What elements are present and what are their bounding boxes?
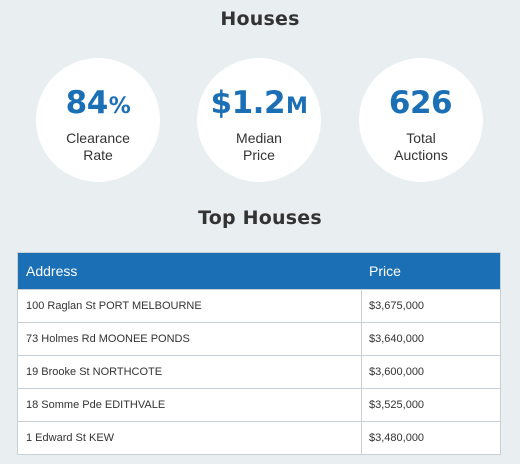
median-price-label: Median Price (197, 130, 321, 164)
column-divider (361, 290, 362, 322)
total-auctions-label: Total Auctions (359, 130, 483, 164)
price-cell: $3,525,000 (369, 399, 425, 411)
clearance-rate-number: 84 (65, 85, 109, 121)
address-cell: 19 Brooke St NORTHCOTE (26, 366, 163, 378)
total-auctions-number: 626 (388, 85, 453, 121)
median-price-value: $1.2M (197, 86, 321, 124)
address-cell: 18 Somme Pde EDITHVALE (26, 399, 166, 411)
table-row: 19 Brooke St NORTHCOTE $3,600,000 (18, 355, 500, 388)
median-price-label-line1: Median (236, 130, 282, 146)
address-cell: 100 Raglan St PORT MELBOURNE (26, 300, 202, 312)
clearance-rate-unit: % (108, 94, 131, 119)
table-row: 18 Somme Pde EDITHVALE $3,525,000 (18, 388, 500, 421)
clearance-rate-stat: 84% Clearance Rate (36, 58, 160, 182)
column-divider (361, 422, 362, 454)
price-column-header: Price (369, 263, 401, 279)
clearance-rate-label: Clearance Rate (36, 130, 160, 164)
median-price-unit: M (286, 94, 308, 119)
total-auctions-stat: 626 Total Auctions (359, 58, 483, 182)
top-houses-title: Top Houses (198, 207, 322, 229)
clearance-rate-label-line2: Rate (83, 147, 113, 163)
clearance-rate-value: 84% (36, 86, 160, 124)
table-row: 100 Raglan St PORT MELBOURNE $3,675,000 (18, 289, 500, 322)
total-auctions-label-line2: Auctions (394, 147, 448, 163)
houses-title: Houses (220, 8, 300, 30)
table-header: Address Price (18, 253, 500, 289)
clearance-rate-label-line1: Clearance (66, 130, 130, 146)
total-auctions-value: 626 (359, 86, 483, 124)
median-price-label-line2: Price (243, 147, 275, 163)
address-cell: 1 Edward St KEW (26, 432, 115, 444)
column-divider (361, 323, 362, 355)
price-cell: $3,675,000 (369, 300, 425, 312)
price-cell: $3,640,000 (369, 333, 425, 345)
top-houses-table: Address Price 100 Raglan St PORT MELBOUR… (17, 252, 501, 455)
median-price-stat: $1.2M Median Price (197, 58, 321, 182)
column-divider (361, 356, 362, 388)
address-cell: 73 Holmes Rd MOONEE PONDS (26, 333, 190, 345)
price-cell: $3,480,000 (369, 432, 425, 444)
address-column-header: Address (26, 263, 78, 279)
column-divider (361, 389, 362, 421)
price-cell: $3,600,000 (369, 366, 425, 378)
median-price-number: $1.2 (210, 85, 286, 121)
total-auctions-label-line1: Total (406, 130, 436, 146)
table-row: 73 Holmes Rd MOONEE PONDS $3,640,000 (18, 322, 500, 355)
table-row: 1 Edward St KEW $3,480,000 (18, 421, 500, 454)
